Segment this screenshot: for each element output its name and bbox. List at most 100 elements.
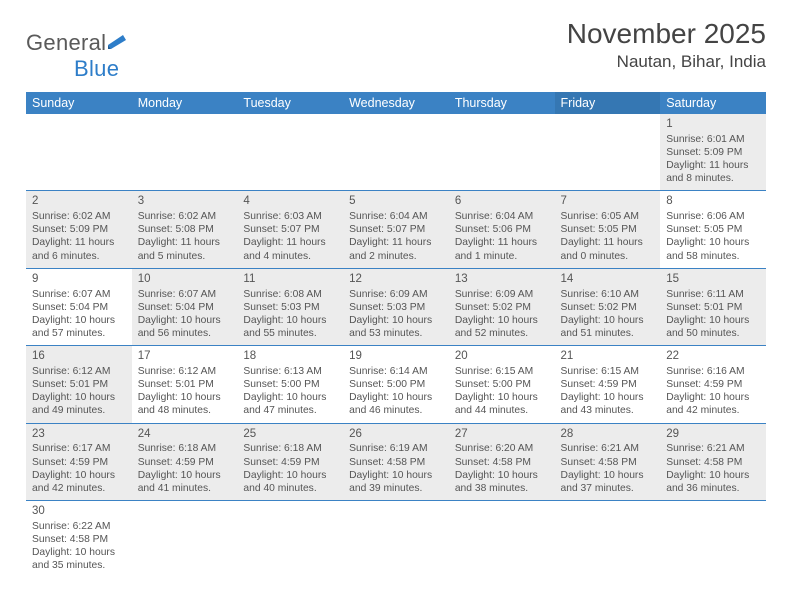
calendar-header-row: SundayMondayTuesdayWednesdayThursdayFrid… xyxy=(26,92,766,114)
location: Nautan, Bihar, India xyxy=(567,52,766,72)
day-cell: 19Sunrise: 6:14 AMSunset: 5:00 PMDayligh… xyxy=(343,346,449,423)
daylight-text: Daylight: 10 hours and 40 minutes. xyxy=(243,469,337,495)
daylight-text: Daylight: 10 hours and 35 minutes. xyxy=(32,546,126,572)
sunset-text: Sunset: 5:05 PM xyxy=(561,223,655,236)
daylight-text: Daylight: 11 hours and 6 minutes. xyxy=(32,236,126,262)
day-number: 25 xyxy=(243,427,337,442)
sunset-text: Sunset: 5:00 PM xyxy=(243,378,337,391)
day-cell: 25Sunrise: 6:18 AMSunset: 4:59 PMDayligh… xyxy=(237,423,343,500)
day-number: 7 xyxy=(561,194,655,209)
day-number: 6 xyxy=(455,194,549,209)
day-number: 10 xyxy=(138,272,232,287)
sunrise-text: Sunrise: 6:02 AM xyxy=(138,210,232,223)
day-cell: 20Sunrise: 6:15 AMSunset: 5:00 PMDayligh… xyxy=(449,346,555,423)
day-number: 23 xyxy=(32,427,126,442)
weekday-header: Saturday xyxy=(660,92,766,114)
title-block: November 2025 Nautan, Bihar, India xyxy=(567,18,766,72)
day-number: 27 xyxy=(455,427,549,442)
sunset-text: Sunset: 4:59 PM xyxy=(561,378,655,391)
daylight-text: Daylight: 10 hours and 57 minutes. xyxy=(32,314,126,340)
calendar-week-row: 1Sunrise: 6:01 AMSunset: 5:09 PMDaylight… xyxy=(26,114,766,191)
day-number: 11 xyxy=(243,272,337,287)
empty-cell xyxy=(132,501,238,578)
sunrise-text: Sunrise: 6:13 AM xyxy=(243,365,337,378)
sunset-text: Sunset: 5:03 PM xyxy=(243,301,337,314)
sunrise-text: Sunrise: 6:07 AM xyxy=(138,288,232,301)
day-number: 13 xyxy=(455,272,549,287)
sunrise-text: Sunrise: 6:16 AM xyxy=(666,365,760,378)
sunset-text: Sunset: 5:01 PM xyxy=(32,378,126,391)
sunset-text: Sunset: 4:58 PM xyxy=(32,533,126,546)
daylight-text: Daylight: 10 hours and 51 minutes. xyxy=(561,314,655,340)
day-number: 4 xyxy=(243,194,337,209)
day-number: 28 xyxy=(561,427,655,442)
weekday-header: Sunday xyxy=(26,92,132,114)
weekday-header: Friday xyxy=(555,92,661,114)
empty-cell xyxy=(555,501,661,578)
day-number: 1 xyxy=(666,117,760,132)
sunset-text: Sunset: 5:05 PM xyxy=(666,223,760,236)
sunrise-text: Sunrise: 6:06 AM xyxy=(666,210,760,223)
empty-cell xyxy=(449,501,555,578)
daylight-text: Daylight: 10 hours and 58 minutes. xyxy=(666,236,760,262)
sunrise-text: Sunrise: 6:04 AM xyxy=(455,210,549,223)
day-cell: 10Sunrise: 6:07 AMSunset: 5:04 PMDayligh… xyxy=(132,268,238,345)
day-number: 30 xyxy=(32,504,126,519)
daylight-text: Daylight: 11 hours and 5 minutes. xyxy=(138,236,232,262)
daylight-text: Daylight: 10 hours and 56 minutes. xyxy=(138,314,232,340)
sunrise-text: Sunrise: 6:15 AM xyxy=(455,365,549,378)
sunrise-text: Sunrise: 6:18 AM xyxy=(138,442,232,455)
sunset-text: Sunset: 5:09 PM xyxy=(32,223,126,236)
sunset-text: Sunset: 5:04 PM xyxy=(32,301,126,314)
sunrise-text: Sunrise: 6:11 AM xyxy=(666,288,760,301)
day-number: 24 xyxy=(138,427,232,442)
sunrise-text: Sunrise: 6:08 AM xyxy=(243,288,337,301)
sunrise-text: Sunrise: 6:09 AM xyxy=(455,288,549,301)
sunset-text: Sunset: 4:59 PM xyxy=(666,378,760,391)
sunset-text: Sunset: 5:02 PM xyxy=(455,301,549,314)
header: GeneralBlue November 2025 Nautan, Bihar,… xyxy=(26,18,766,82)
sunrise-text: Sunrise: 6:07 AM xyxy=(32,288,126,301)
day-number: 26 xyxy=(349,427,443,442)
weekday-header: Wednesday xyxy=(343,92,449,114)
month-title: November 2025 xyxy=(567,18,766,50)
daylight-text: Daylight: 10 hours and 48 minutes. xyxy=(138,391,232,417)
sunrise-text: Sunrise: 6:22 AM xyxy=(32,520,126,533)
day-number: 18 xyxy=(243,349,337,364)
daylight-text: Daylight: 10 hours and 41 minutes. xyxy=(138,469,232,495)
sunset-text: Sunset: 5:02 PM xyxy=(561,301,655,314)
daylight-text: Daylight: 10 hours and 38 minutes. xyxy=(455,469,549,495)
day-cell: 13Sunrise: 6:09 AMSunset: 5:02 PMDayligh… xyxy=(449,268,555,345)
empty-cell xyxy=(132,114,238,191)
daylight-text: Daylight: 10 hours and 47 minutes. xyxy=(243,391,337,417)
sunset-text: Sunset: 5:04 PM xyxy=(138,301,232,314)
sunrise-text: Sunrise: 6:04 AM xyxy=(349,210,443,223)
sunrise-text: Sunrise: 6:21 AM xyxy=(561,442,655,455)
sunset-text: Sunset: 5:00 PM xyxy=(349,378,443,391)
sunset-text: Sunset: 5:01 PM xyxy=(138,378,232,391)
sunrise-text: Sunrise: 6:12 AM xyxy=(32,365,126,378)
empty-cell xyxy=(237,501,343,578)
sunset-text: Sunset: 4:58 PM xyxy=(455,456,549,469)
sunrise-text: Sunrise: 6:14 AM xyxy=(349,365,443,378)
calendar-week-row: 2Sunrise: 6:02 AMSunset: 5:09 PMDaylight… xyxy=(26,191,766,268)
day-number: 8 xyxy=(666,194,760,209)
sunrise-text: Sunrise: 6:15 AM xyxy=(561,365,655,378)
page: GeneralBlue November 2025 Nautan, Bihar,… xyxy=(0,0,792,577)
day-cell: 24Sunrise: 6:18 AMSunset: 4:59 PMDayligh… xyxy=(132,423,238,500)
daylight-text: Daylight: 11 hours and 4 minutes. xyxy=(243,236,337,262)
daylight-text: Daylight: 10 hours and 42 minutes. xyxy=(666,391,760,417)
weekday-header: Tuesday xyxy=(237,92,343,114)
daylight-text: Daylight: 10 hours and 39 minutes. xyxy=(349,469,443,495)
day-cell: 1Sunrise: 6:01 AMSunset: 5:09 PMDaylight… xyxy=(660,114,766,191)
sunset-text: Sunset: 5:01 PM xyxy=(666,301,760,314)
day-number: 9 xyxy=(32,272,126,287)
sunrise-text: Sunrise: 6:09 AM xyxy=(349,288,443,301)
day-number: 5 xyxy=(349,194,443,209)
calendar-table: SundayMondayTuesdayWednesdayThursdayFrid… xyxy=(26,92,766,577)
day-number: 21 xyxy=(561,349,655,364)
day-number: 20 xyxy=(455,349,549,364)
daylight-text: Daylight: 10 hours and 43 minutes. xyxy=(561,391,655,417)
sunset-text: Sunset: 4:58 PM xyxy=(561,456,655,469)
daylight-text: Daylight: 10 hours and 46 minutes. xyxy=(349,391,443,417)
